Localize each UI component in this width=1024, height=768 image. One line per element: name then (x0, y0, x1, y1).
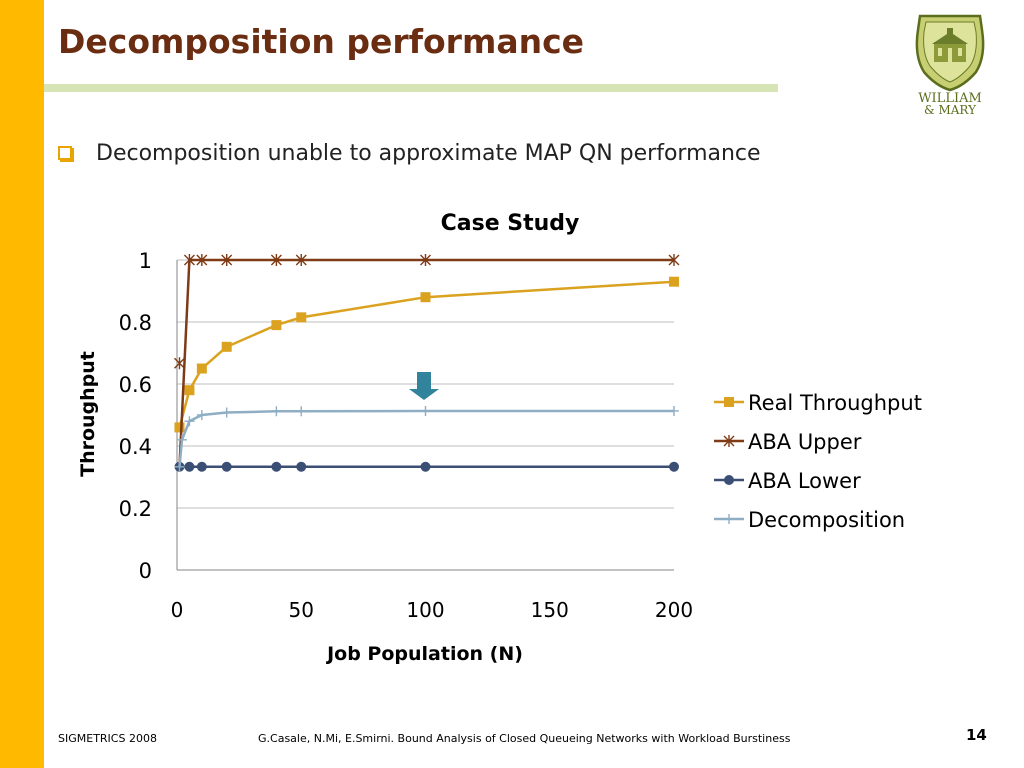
y-tick-label: 0.6 (119, 373, 152, 397)
y-tick-label: 1 (139, 249, 152, 273)
real-throughput-point (184, 385, 195, 396)
y-tick-label: 0.4 (119, 435, 152, 459)
svg-text:WILLIAM: WILLIAM (918, 91, 982, 106)
y-axis-label: Throughput (77, 351, 99, 477)
y-tick-label: 0.2 (119, 497, 152, 521)
chart-axes (176, 260, 674, 571)
legend-item-aba-upper: ABA Upper (714, 430, 862, 454)
real-throughput-point (296, 312, 307, 323)
x-tick-label: 100 (406, 598, 444, 622)
legend-swatch-marker (724, 475, 734, 485)
real-throughput-point (271, 320, 282, 331)
svg-text:& MARY: & MARY (924, 103, 977, 116)
crest-icon (915, 14, 985, 92)
x-tick-labels: 0 50 100 150 200 (171, 598, 693, 622)
checkbox-bullet-icon (58, 146, 72, 160)
decomposition-point (420, 405, 431, 416)
down-arrow-marker-icon (409, 372, 439, 400)
aba-lower-point (184, 461, 195, 472)
real-throughput-line (178, 280, 675, 428)
aba-lower-point (271, 461, 282, 472)
arrow-shaft (417, 372, 431, 389)
footer-conference: SIGMETRICS 2008 (58, 732, 157, 745)
x-tick-label: 0 (171, 598, 184, 622)
legend-item-decomposition: Decomposition (714, 508, 905, 532)
series-aba-lower (174, 461, 679, 472)
chart-legend: Real Throughput ABA Upper ABA Lower Decompo… (714, 391, 922, 532)
aba-upper-line (178, 258, 674, 467)
chart-series (173, 254, 680, 472)
series-real-throughput (174, 276, 679, 433)
legend-label: Real Throughput (748, 391, 922, 415)
chart-annotations (409, 372, 439, 400)
legend-item-aba-lower: ABA Lower (714, 469, 861, 493)
y-tick-label: 0 (139, 559, 152, 583)
decomposition-point (184, 416, 195, 427)
aba-upper-point (221, 254, 233, 266)
decomposition-point (296, 406, 307, 417)
decomposition-point (176, 434, 187, 445)
aba-upper-point (420, 254, 431, 266)
aba-upper-point (173, 357, 185, 370)
decomposition-point (271, 406, 282, 417)
accent-bar (0, 0, 44, 768)
legend-swatch-marker (724, 397, 734, 407)
aba-lower-point (420, 461, 431, 472)
x-tick-label: 50 (289, 598, 314, 622)
x-axis-label: Job Population (N) (325, 643, 523, 665)
real-throughput-point (420, 292, 431, 303)
legend-item-real-throughput: Real Throughput (714, 391, 922, 415)
legend-swatch-marker (723, 435, 735, 447)
title-underline (44, 84, 778, 92)
aba-upper-point (295, 254, 307, 266)
decomposition-point (669, 405, 679, 416)
legend-label: ABA Lower (748, 469, 861, 493)
aba-upper-point (668, 254, 680, 266)
x-tick-label: 200 (655, 598, 693, 622)
aba-lower-point (669, 461, 679, 472)
decomposition-point (174, 461, 185, 472)
y-tick-label: 0.8 (119, 311, 152, 335)
real-throughput-point (221, 341, 232, 352)
real-throughput-point (196, 363, 207, 374)
x-tick-label: 150 (531, 598, 569, 622)
footer-citation: G.Casale, N.Mi, E.Smirni. Bound Analysis… (258, 732, 791, 745)
bullet-text: Decomposition unable to approximate MAP … (96, 141, 761, 166)
arrow-head (409, 389, 439, 400)
decomposition-point (221, 407, 232, 418)
decomposition-point (196, 410, 207, 420)
aba-lower-point (221, 461, 232, 472)
aba-upper-point (270, 254, 282, 266)
aba-upper-point (196, 254, 208, 266)
aba-lower-point (196, 461, 207, 472)
college-crest-logo: WILLIAM & MARY (915, 14, 985, 116)
legend-label: Decomposition (748, 508, 905, 532)
legend-swatch-marker (724, 514, 734, 524)
chart-title: Case Study (441, 211, 580, 236)
decomposition-line (178, 409, 674, 467)
aba-upper-point (183, 254, 195, 266)
real-throughput-point (669, 276, 679, 287)
slide-title: Decomposition performance (58, 22, 585, 61)
page-number: 14 (966, 726, 987, 744)
legend-label: ABA Upper (748, 430, 862, 454)
y-tick-labels: 0 0.2 0.4 0.6 0.8 1 (119, 249, 152, 583)
real-throughput-point (174, 422, 185, 433)
aba-lower-point (296, 461, 307, 472)
series-decomposition (174, 405, 679, 472)
series-aba-upper (173, 254, 680, 467)
